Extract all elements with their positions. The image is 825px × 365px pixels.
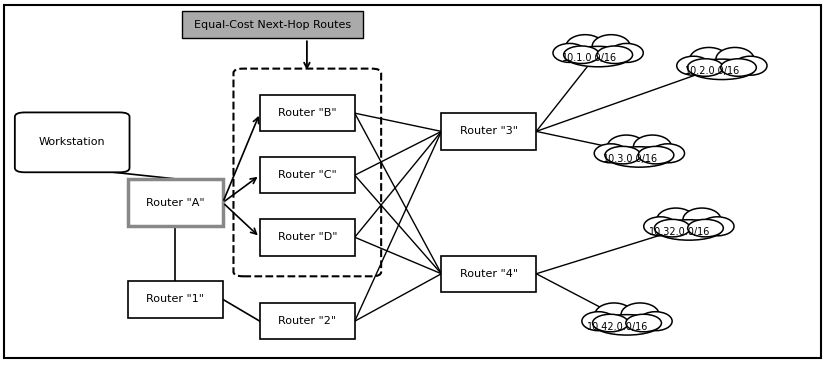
Ellipse shape xyxy=(595,303,633,326)
Ellipse shape xyxy=(683,208,721,231)
Ellipse shape xyxy=(563,46,599,64)
Ellipse shape xyxy=(688,219,724,237)
Text: Equal-Cost Next-Hop Routes: Equal-Cost Next-Hop Routes xyxy=(194,20,351,30)
Text: Router "A": Router "A" xyxy=(146,197,205,208)
Ellipse shape xyxy=(565,46,631,67)
Text: 10.32.0.0/16: 10.32.0.0/16 xyxy=(649,227,710,237)
Text: 10.3.0.0/16: 10.3.0.0/16 xyxy=(603,154,658,164)
Ellipse shape xyxy=(597,46,633,64)
Text: Router "B": Router "B" xyxy=(278,108,337,118)
Ellipse shape xyxy=(594,315,660,335)
Ellipse shape xyxy=(626,314,662,332)
Text: 10.1.0.0/16: 10.1.0.0/16 xyxy=(562,53,617,64)
Text: Workstation: Workstation xyxy=(39,137,106,147)
Ellipse shape xyxy=(689,59,755,80)
Ellipse shape xyxy=(657,208,695,231)
Ellipse shape xyxy=(656,220,722,240)
Ellipse shape xyxy=(639,146,674,164)
FancyBboxPatch shape xyxy=(260,95,355,131)
FancyBboxPatch shape xyxy=(128,281,223,318)
FancyBboxPatch shape xyxy=(441,255,536,292)
Ellipse shape xyxy=(606,147,672,167)
Ellipse shape xyxy=(654,219,690,237)
Text: 10.42.0.0/16: 10.42.0.0/16 xyxy=(587,322,648,332)
Ellipse shape xyxy=(700,217,734,236)
Ellipse shape xyxy=(592,35,630,58)
Text: 10.2.0.0/16: 10.2.0.0/16 xyxy=(686,66,741,76)
Ellipse shape xyxy=(687,59,723,76)
Ellipse shape xyxy=(716,47,754,71)
Text: Router "4": Router "4" xyxy=(460,269,518,279)
FancyBboxPatch shape xyxy=(128,179,223,226)
Text: Router "C": Router "C" xyxy=(278,170,337,180)
Ellipse shape xyxy=(621,303,659,326)
Ellipse shape xyxy=(676,56,710,75)
Ellipse shape xyxy=(690,47,728,71)
Ellipse shape xyxy=(651,144,685,163)
Ellipse shape xyxy=(634,135,672,158)
FancyBboxPatch shape xyxy=(260,219,355,256)
Ellipse shape xyxy=(644,217,677,236)
Ellipse shape xyxy=(605,146,640,164)
FancyBboxPatch shape xyxy=(260,157,355,193)
Text: Router "3": Router "3" xyxy=(460,126,518,137)
Text: Router "D": Router "D" xyxy=(277,232,337,242)
Bar xyxy=(182,11,363,38)
FancyBboxPatch shape xyxy=(260,303,355,339)
Ellipse shape xyxy=(592,314,628,332)
Text: Router "2": Router "2" xyxy=(278,316,337,326)
Ellipse shape xyxy=(733,56,767,75)
Ellipse shape xyxy=(607,135,645,158)
Ellipse shape xyxy=(566,35,604,58)
Ellipse shape xyxy=(553,43,587,62)
Ellipse shape xyxy=(721,59,757,76)
FancyBboxPatch shape xyxy=(441,113,536,150)
Ellipse shape xyxy=(639,312,672,331)
Ellipse shape xyxy=(582,312,615,331)
Ellipse shape xyxy=(594,144,628,163)
FancyBboxPatch shape xyxy=(15,112,130,172)
Ellipse shape xyxy=(610,43,644,62)
Text: Router "1": Router "1" xyxy=(146,294,205,304)
